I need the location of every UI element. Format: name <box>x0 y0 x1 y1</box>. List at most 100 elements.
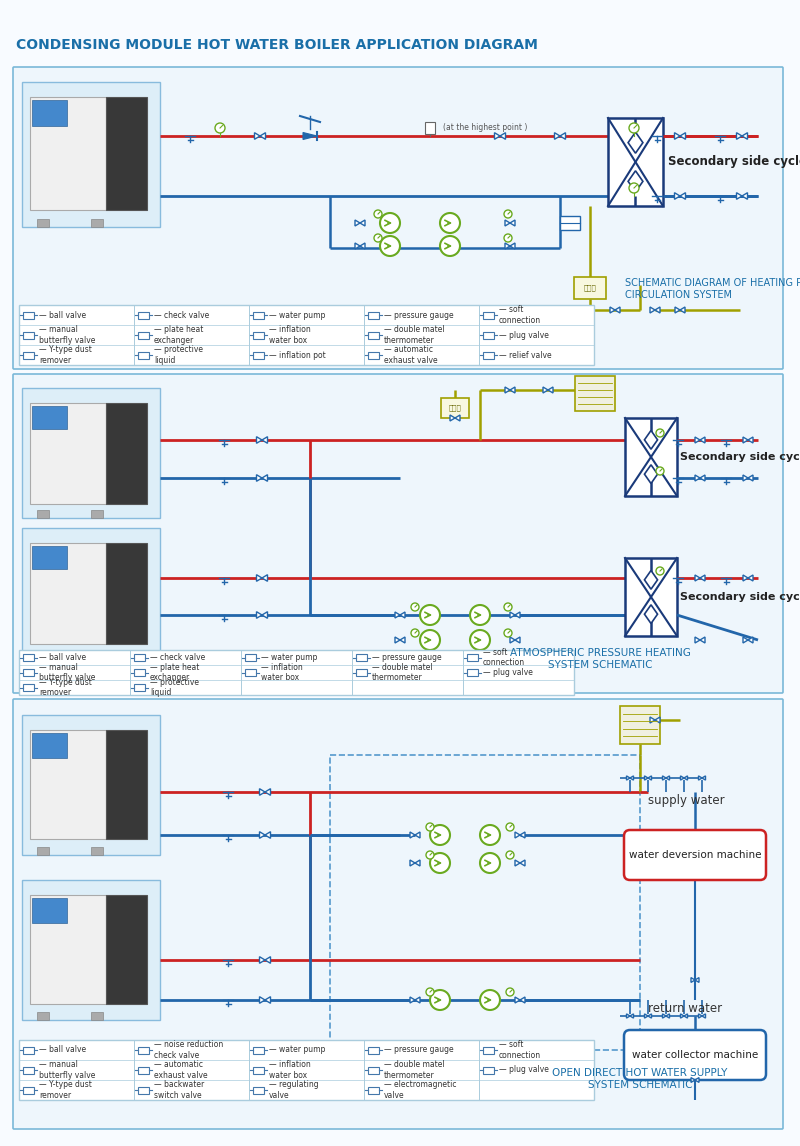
Polygon shape <box>548 387 553 393</box>
Bar <box>32 733 66 759</box>
Polygon shape <box>626 1014 630 1018</box>
Circle shape <box>420 630 440 650</box>
Polygon shape <box>410 997 415 1003</box>
Circle shape <box>629 183 639 193</box>
Text: — soft
connection: — soft connection <box>483 647 525 667</box>
Polygon shape <box>695 1077 699 1083</box>
Text: — plug valve: — plug valve <box>499 330 549 339</box>
Polygon shape <box>648 776 651 780</box>
Text: water deversion machine: water deversion machine <box>629 850 762 860</box>
Text: Secondary side cycle: Secondary side cycle <box>668 155 800 168</box>
Polygon shape <box>695 978 699 982</box>
Polygon shape <box>410 832 415 838</box>
Polygon shape <box>515 860 520 866</box>
Circle shape <box>380 213 400 233</box>
Polygon shape <box>698 776 702 780</box>
Bar <box>91 219 103 227</box>
Bar <box>30 730 106 839</box>
Circle shape <box>411 629 419 637</box>
Polygon shape <box>360 220 365 226</box>
Polygon shape <box>510 637 515 643</box>
Polygon shape <box>695 437 700 444</box>
Polygon shape <box>455 415 460 421</box>
Circle shape <box>629 123 639 133</box>
Bar <box>22 388 160 518</box>
Polygon shape <box>666 776 670 780</box>
Polygon shape <box>505 387 510 393</box>
Bar <box>368 1067 379 1074</box>
Text: (at the highest point ): (at the highest point ) <box>443 124 527 133</box>
Polygon shape <box>515 997 520 1003</box>
Polygon shape <box>645 605 658 623</box>
Bar <box>483 352 494 359</box>
Text: Secondary side cycle: Secondary side cycle <box>680 452 800 462</box>
Bar <box>23 654 34 661</box>
Circle shape <box>504 234 512 242</box>
Circle shape <box>426 851 434 860</box>
Polygon shape <box>259 957 265 964</box>
Polygon shape <box>260 133 266 140</box>
Text: — regulating
valve: — regulating valve <box>269 1081 318 1100</box>
Bar <box>368 1086 379 1093</box>
Polygon shape <box>265 957 270 964</box>
Polygon shape <box>400 637 405 643</box>
Polygon shape <box>355 243 360 249</box>
Polygon shape <box>674 133 680 140</box>
Bar <box>37 847 49 855</box>
Polygon shape <box>554 133 560 140</box>
Bar <box>138 1067 149 1074</box>
Bar <box>23 312 34 319</box>
Polygon shape <box>662 776 666 780</box>
Bar <box>245 654 256 661</box>
Polygon shape <box>355 220 360 226</box>
Text: — plate heat
exchanger: — plate heat exchanger <box>150 662 199 682</box>
Bar <box>253 1046 264 1053</box>
Polygon shape <box>265 788 270 795</box>
Polygon shape <box>626 776 630 780</box>
Polygon shape <box>265 997 270 1003</box>
Text: Secondary side cycle: Secondary side cycle <box>680 592 800 602</box>
Bar <box>483 1046 494 1053</box>
Circle shape <box>480 990 500 1010</box>
Polygon shape <box>648 1014 651 1018</box>
Circle shape <box>506 851 514 860</box>
Polygon shape <box>737 133 742 140</box>
Polygon shape <box>510 387 515 393</box>
Bar <box>91 847 103 855</box>
Bar <box>22 880 160 1020</box>
Text: — inflation
water box: — inflation water box <box>269 325 310 345</box>
Bar <box>32 100 66 126</box>
Polygon shape <box>674 193 680 199</box>
Polygon shape <box>695 637 700 643</box>
Polygon shape <box>700 474 705 481</box>
Text: — inflation pot: — inflation pot <box>269 351 326 360</box>
Circle shape <box>480 825 500 845</box>
Bar <box>134 654 145 661</box>
Bar <box>441 398 469 418</box>
Text: — water pump: — water pump <box>261 653 318 662</box>
Bar <box>368 331 379 338</box>
Text: — inflation
water box: — inflation water box <box>261 662 302 682</box>
Text: 保护液: 保护液 <box>584 284 596 291</box>
Polygon shape <box>681 776 684 780</box>
FancyBboxPatch shape <box>624 830 766 880</box>
Polygon shape <box>691 1077 695 1083</box>
Circle shape <box>215 123 225 133</box>
Polygon shape <box>510 220 515 226</box>
Circle shape <box>426 823 434 831</box>
Bar <box>608 118 663 206</box>
Polygon shape <box>748 437 753 444</box>
Bar <box>106 403 147 504</box>
Bar <box>106 543 147 644</box>
FancyBboxPatch shape <box>13 699 783 1129</box>
Polygon shape <box>410 860 415 866</box>
Bar <box>483 331 494 338</box>
Polygon shape <box>257 437 262 444</box>
Bar <box>253 1086 264 1093</box>
Text: SCHEMATIC DIAGRAM OF HEATING PRIMARY
CIRCULATION SYSTEM: SCHEMATIC DIAGRAM OF HEATING PRIMARY CIR… <box>625 278 800 299</box>
Polygon shape <box>645 1014 648 1018</box>
Polygon shape <box>415 860 420 866</box>
Bar <box>23 352 34 359</box>
Bar <box>106 895 147 1004</box>
Polygon shape <box>695 474 700 481</box>
